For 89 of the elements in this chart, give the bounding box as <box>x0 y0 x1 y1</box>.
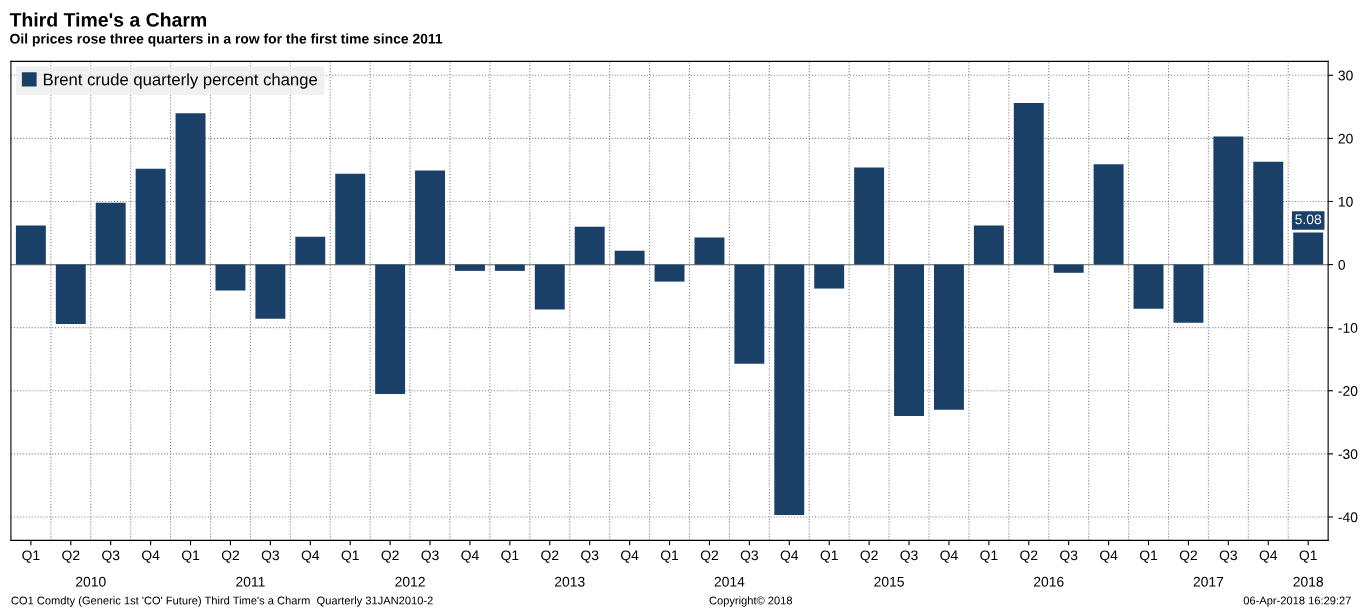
bar <box>534 264 565 310</box>
bar <box>375 264 406 394</box>
text: 2011 <box>236 576 265 587</box>
bar <box>933 264 964 410</box>
y-tick-label: 30 <box>1338 70 1353 81</box>
x-tick-label: Q3 <box>1060 550 1078 563</box>
bar <box>295 236 326 265</box>
bar <box>415 170 446 265</box>
text: Copyright© 2018 <box>709 596 793 607</box>
y-tick-label: -30 <box>1338 449 1358 460</box>
bar <box>255 264 286 319</box>
text: 2017 <box>1193 576 1224 587</box>
x-tick-label: Q2 <box>221 550 240 563</box>
bar <box>694 237 725 265</box>
x-tick-label: Q1 <box>660 550 679 563</box>
text: 2018 <box>1293 576 1324 587</box>
bar <box>55 264 86 324</box>
text: 2010 <box>76 576 106 587</box>
text: 2014 <box>714 576 745 587</box>
x-tick-label: Q4 <box>461 550 479 563</box>
bar <box>1133 264 1164 309</box>
chart-subtitle: Oil prices rose three quarters in a row for the first time since 2011 <box>10 33 443 47</box>
x-tick-label: Q1 <box>341 550 359 563</box>
bar <box>1093 164 1124 265</box>
x-tick-label: Q3 <box>261 550 280 563</box>
bar <box>15 225 46 265</box>
x-tick-label: Q2 <box>541 550 559 563</box>
bar <box>814 264 845 289</box>
x-tick-label: Q2 <box>62 550 80 563</box>
x-tick-label: Q3 <box>1219 550 1238 563</box>
bar <box>734 264 765 364</box>
bar <box>215 264 246 291</box>
text: 06-Apr-2018 16:29:27 <box>1243 596 1351 607</box>
x-tick-label: Q1 <box>501 550 519 563</box>
x-tick-label: Q3 <box>740 550 759 563</box>
y-tick-label: -20 <box>1338 386 1358 396</box>
text: 2013 <box>554 576 585 587</box>
bar <box>1053 264 1084 273</box>
x-tick-label: Q2 <box>1179 550 1198 563</box>
x-tick-label: Q4 <box>301 550 320 563</box>
bar <box>175 113 206 265</box>
x-tick-label: Q1 <box>1139 550 1158 563</box>
text: 2012 <box>395 576 425 587</box>
x-tick-label: Q1 <box>22 550 40 563</box>
chart-title: Third Time's a Charm <box>9 12 207 27</box>
data-label: 5.08 <box>1295 214 1322 225</box>
x-tick-label: Q4 <box>142 550 160 563</box>
x-tick-label: Q2 <box>700 550 719 563</box>
x-tick-label: Q4 <box>940 550 958 563</box>
x-tick-label: Q3 <box>900 550 918 563</box>
bar <box>854 167 885 265</box>
y-tick-label: 20 <box>1338 133 1353 144</box>
bar <box>1013 103 1044 265</box>
bar <box>654 264 685 282</box>
x-tick-label: Q2 <box>860 550 878 563</box>
x-tick-label: Q4 <box>1259 550 1278 563</box>
text: 2015 <box>874 576 904 587</box>
bar <box>335 173 366 265</box>
x-tick-label: Q1 <box>181 550 200 563</box>
x-tick-label: Q3 <box>102 550 120 563</box>
x-tick-label: Q4 <box>621 550 639 563</box>
x-tick-label: Q3 <box>421 550 439 563</box>
x-tick-label: Q4 <box>780 550 799 563</box>
bar <box>1253 161 1284 265</box>
bar <box>95 202 126 265</box>
text: 2016 <box>1033 576 1064 587</box>
x-tick-label: Q4 <box>1100 550 1118 563</box>
text: CO1 Comdty (Generic 1st 'CO' Future) Third Time's a Charm Quarterly 31JAN2010-2 <box>11 596 433 607</box>
bar <box>135 168 166 265</box>
x-tick-label: Q1 <box>1299 550 1317 563</box>
legend-label: Brent crude quarterly percent change <box>43 73 318 89</box>
x-tick-label: Q3 <box>581 550 599 563</box>
x-tick-label: Q1 <box>980 550 998 563</box>
x-tick-label: Q2 <box>381 550 399 563</box>
bar <box>1173 264 1204 323</box>
x-tick-label: Q1 <box>820 550 838 563</box>
y-tick-label: 10 <box>1338 196 1353 207</box>
bar <box>454 264 485 271</box>
x-tick-label: Q2 <box>1020 550 1038 563</box>
y-tick-label: 0 <box>1338 259 1346 270</box>
bar <box>494 264 525 271</box>
bar <box>774 264 805 516</box>
bar <box>614 250 645 265</box>
bar <box>1213 136 1244 265</box>
bar <box>574 226 605 265</box>
bar <box>973 225 1004 265</box>
y-tick-label: -40 <box>1338 512 1358 523</box>
y-tick-label: -10 <box>1338 323 1358 333</box>
bar <box>894 264 924 417</box>
